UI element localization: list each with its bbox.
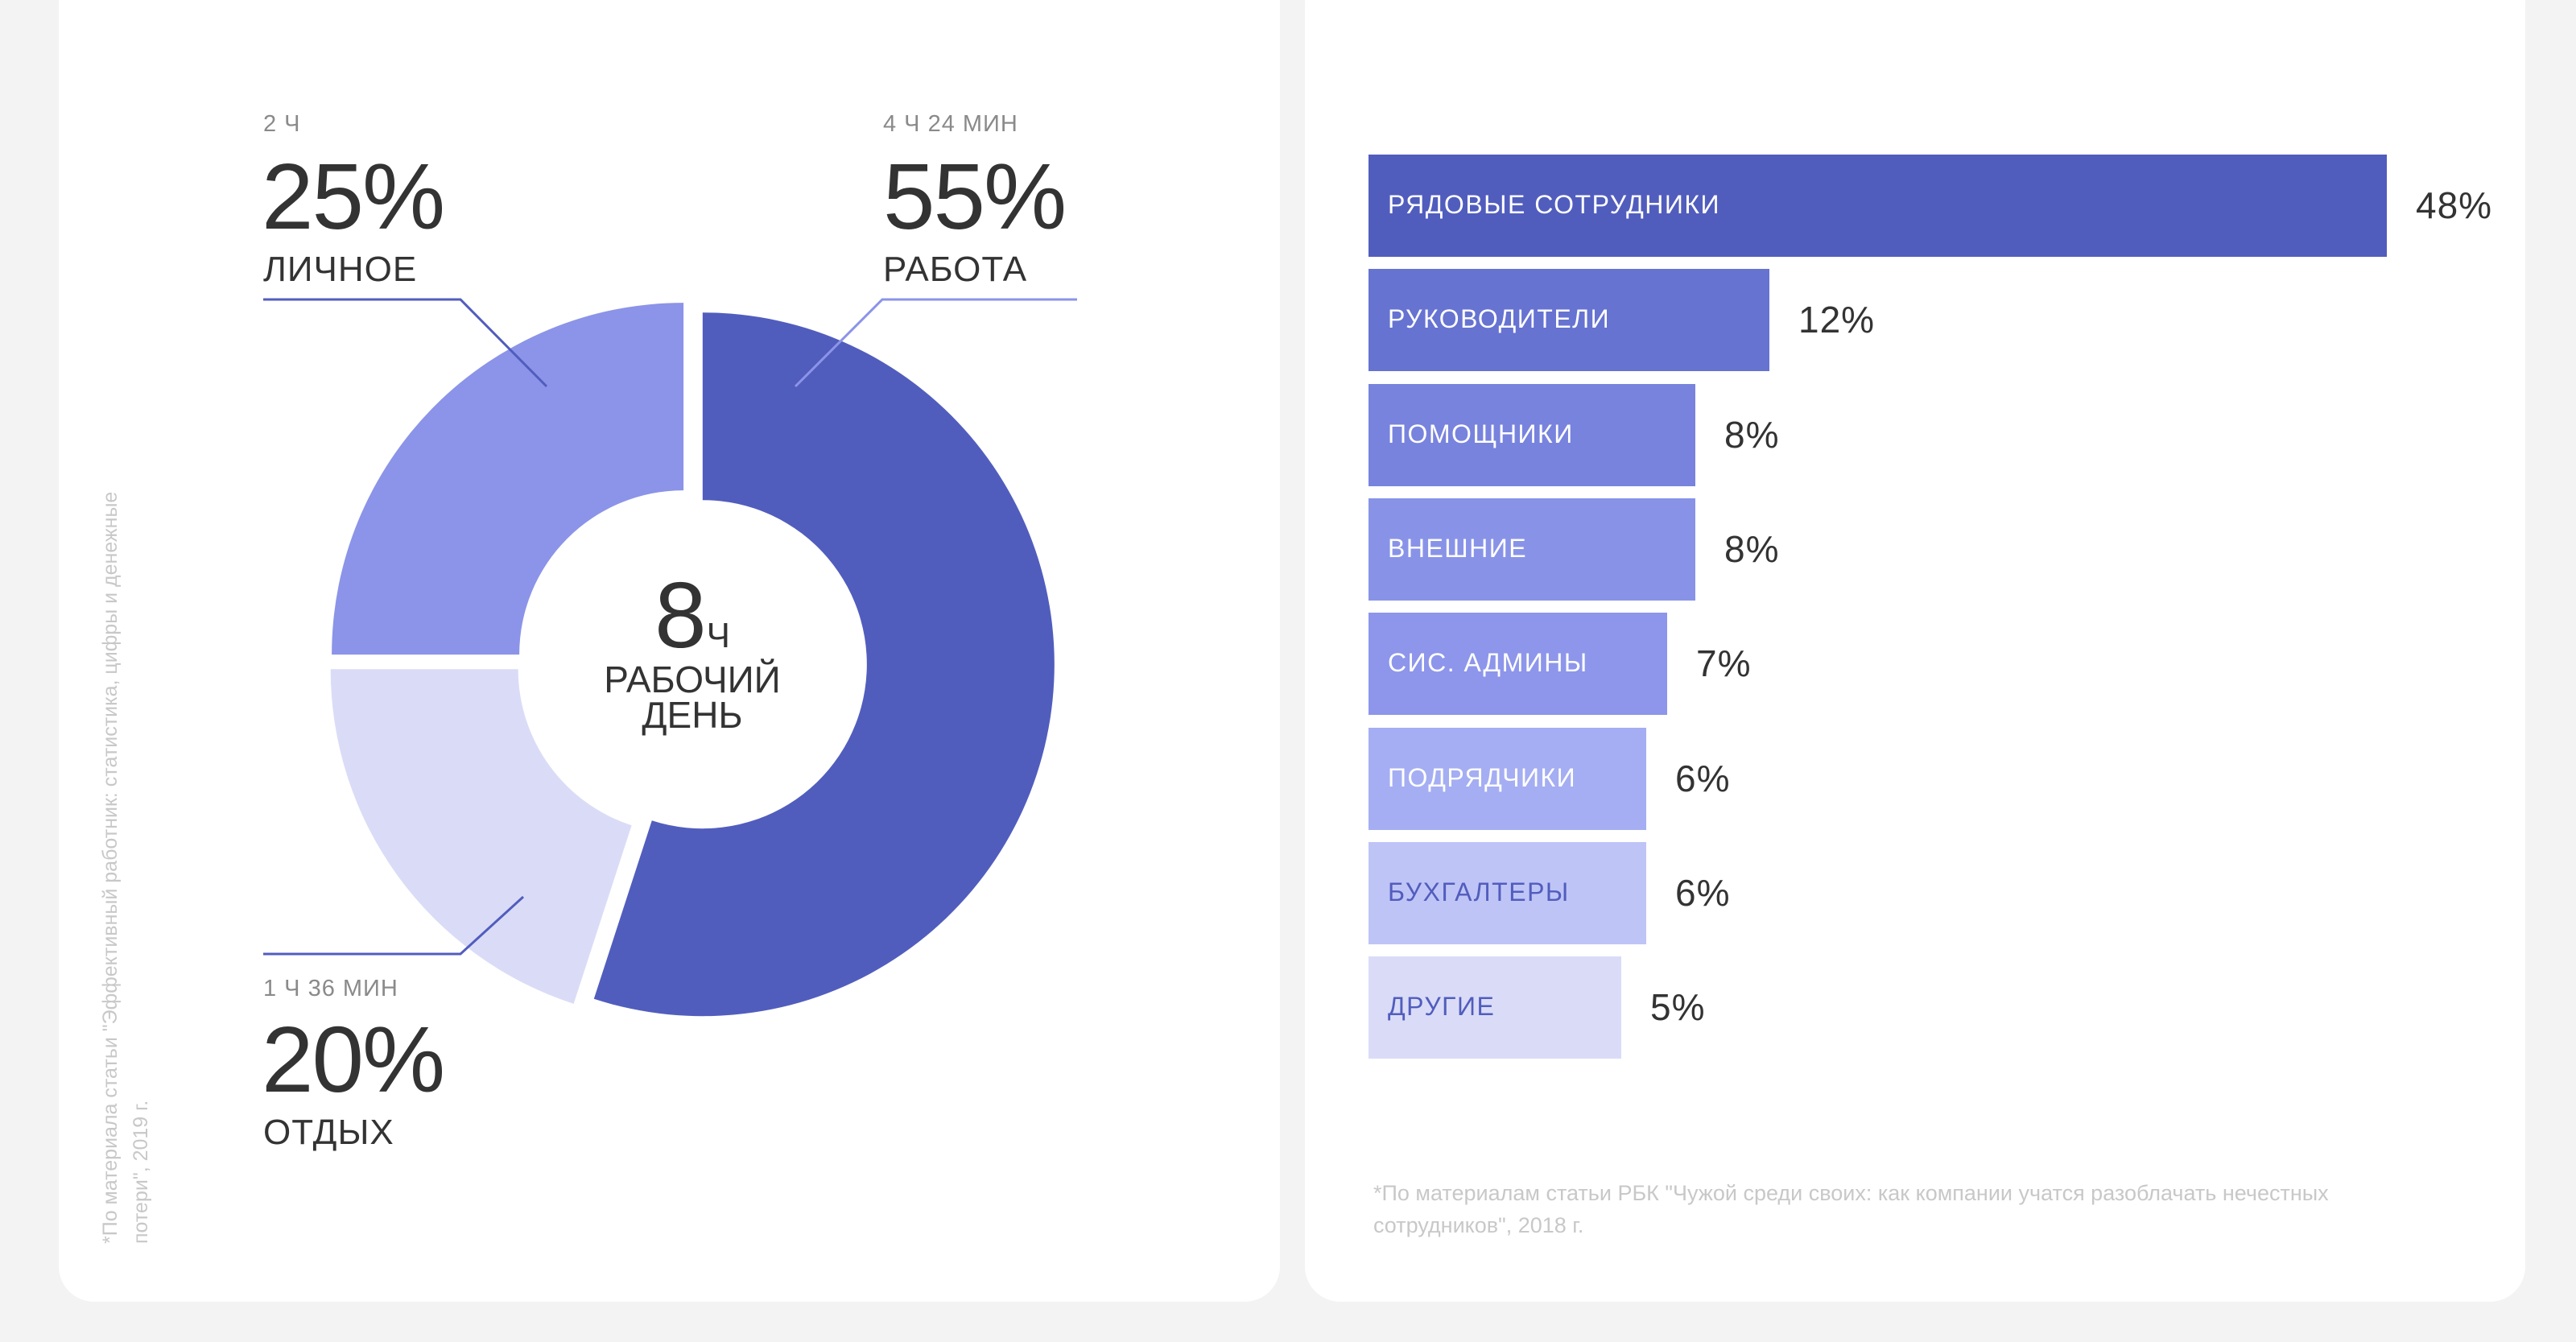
- bar: ВНЕШНИЕ: [1368, 498, 1695, 601]
- connector-work: [794, 298, 1077, 388]
- bar-label: ПОДРЯДЧИКИ: [1388, 762, 1577, 792]
- bar: БУХГАЛТЕРЫ: [1368, 841, 1646, 944]
- center-hours: 8: [654, 563, 707, 667]
- donut-hole: [530, 502, 852, 824]
- bar: РЯДОВЫЕ СОТРУДНИКИ: [1368, 155, 2387, 257]
- connector-personal: [263, 298, 548, 388]
- bar-value-label: 7%: [1696, 642, 1752, 685]
- rest-percent: 20%: [262, 1007, 445, 1112]
- personal-duration: 2 Ч: [263, 111, 301, 137]
- bar: РУКОВОДИТЕЛИ: [1368, 269, 1769, 372]
- work-duration: 4 Ч 24 МИН: [883, 111, 1018, 137]
- personal-label: ЛИЧНОЕ: [263, 250, 418, 289]
- center-label-2: ДЕНЬ: [642, 694, 743, 736]
- connector-rest: [263, 895, 525, 956]
- work-label: РАБОТА: [883, 250, 1028, 289]
- donut-slice-0: [593, 312, 1055, 1017]
- rest-label: ОТДЫХ: [263, 1113, 394, 1152]
- bar-label: РЯДОВЫЕ СОТРУДНИКИ: [1388, 190, 1721, 219]
- bar-value-label: 8%: [1724, 413, 1780, 456]
- bar: ПОМОЩНИКИ: [1368, 383, 1695, 486]
- bar-value-label: 5%: [1650, 986, 1706, 1029]
- bar-label: ВНЕШНИЕ: [1388, 533, 1528, 563]
- bar-footnote: *По материалам статьи РБК "Чужой среди с…: [1373, 1181, 2329, 1237]
- bar-value-label: 8%: [1724, 527, 1780, 570]
- bar-label: ДРУГИЕ: [1388, 992, 1496, 1022]
- bar-label: СИС. АДМИНЫ: [1388, 648, 1588, 678]
- bar-value-label: 6%: [1675, 871, 1731, 914]
- rest-duration: 1 Ч 36 МИН: [263, 976, 398, 1001]
- donut-slice-1: [330, 669, 632, 1004]
- center-unit: Ч: [706, 616, 730, 655]
- bar-label: ПОМОЩНИКИ: [1388, 419, 1574, 448]
- donut-footnote: *По материала статьи "Эффективный работн…: [99, 491, 152, 1244]
- personal-percent: 25%: [262, 144, 445, 249]
- bar: ДРУГИЕ: [1368, 956, 1621, 1059]
- donut-center: 8Ч РАБОЧИЙ ДЕНЬ: [564, 568, 821, 733]
- work-percent: 55%: [883, 144, 1067, 249]
- bar-label: РУКОВОДИТЕЛИ: [1388, 304, 1611, 334]
- donut-slice-2: [332, 303, 684, 655]
- bar: СИС. АДМИНЫ: [1368, 613, 1667, 716]
- bar-value-label: 48%: [2416, 184, 2493, 226]
- bar-value-label: 6%: [1675, 757, 1731, 799]
- bar-label: БУХГАЛТЕРЫ: [1388, 877, 1570, 906]
- center-label-1: РАБОЧИЙ: [604, 659, 781, 700]
- bar: ПОДРЯДЧИКИ: [1368, 727, 1646, 830]
- bar-value-label: 12%: [1798, 299, 1876, 341]
